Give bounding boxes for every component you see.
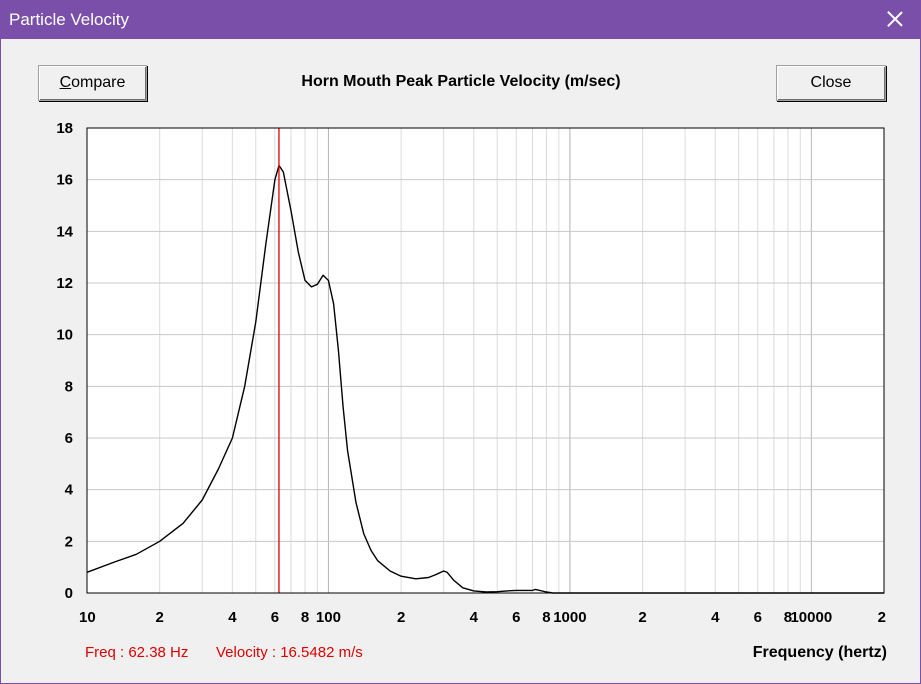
x-tick-label: 4 <box>470 609 479 626</box>
x-tick-label: 2 <box>397 609 405 626</box>
y-tick-label: 12 <box>56 275 73 292</box>
velocity-curve <box>86 164 884 594</box>
plot-border <box>86 127 885 594</box>
x-axis-title: Frequency (hertz) <box>752 644 887 661</box>
x-tick-label: 8 <box>301 609 309 626</box>
x-tick-label: 6 <box>754 609 762 626</box>
x-tick-label: 8 <box>542 609 550 626</box>
x-tick-label: 2 <box>638 609 646 626</box>
frequency-readout: Freq : 62.38 Hz <box>85 644 189 661</box>
x-tick-label: 10 <box>79 609 96 626</box>
close-button[interactable]: Close <box>776 65 886 101</box>
x-tick-label: 100 <box>316 609 341 626</box>
x-tick-label: 10000 <box>790 609 832 626</box>
chart-title: Horn Mouth Peak Particle Velocity (m/sec… <box>301 73 621 90</box>
y-tick-label: 2 <box>65 533 73 550</box>
window-title: Particle Velocity <box>9 10 129 29</box>
compare-button[interactable]: Compare <box>38 65 147 101</box>
y-tick-label: 6 <box>65 430 73 447</box>
x-tick-label: 4 <box>228 609 237 626</box>
x-tick-label: 6 <box>512 609 520 626</box>
compare-accel-letter: C <box>59 74 72 91</box>
y-tick-label: 14 <box>56 223 73 240</box>
y-tick-label: 16 <box>56 172 73 189</box>
y-tick-label: 0 <box>65 585 73 602</box>
x-tick-label: 6 <box>271 609 279 626</box>
y-tick-label: 18 <box>56 120 73 137</box>
x-tick-label: 2 <box>878 609 886 626</box>
compare-label-rest: ompare <box>71 74 126 91</box>
y-tick-label: 4 <box>65 482 74 499</box>
y-tick-label: 10 <box>56 327 73 344</box>
x-tick-label: 4 <box>711 609 720 626</box>
x-tick-label: 1000 <box>553 609 586 626</box>
plot-background <box>87 128 884 593</box>
x-tick-label: 8 <box>784 609 792 626</box>
y-tick-label: 8 <box>65 378 73 395</box>
title-bar: Particle Velocity <box>1 1 920 39</box>
x-tick-label: 2 <box>156 609 164 626</box>
velocity-readout: Velocity : 16.5482 m/s <box>216 644 363 661</box>
